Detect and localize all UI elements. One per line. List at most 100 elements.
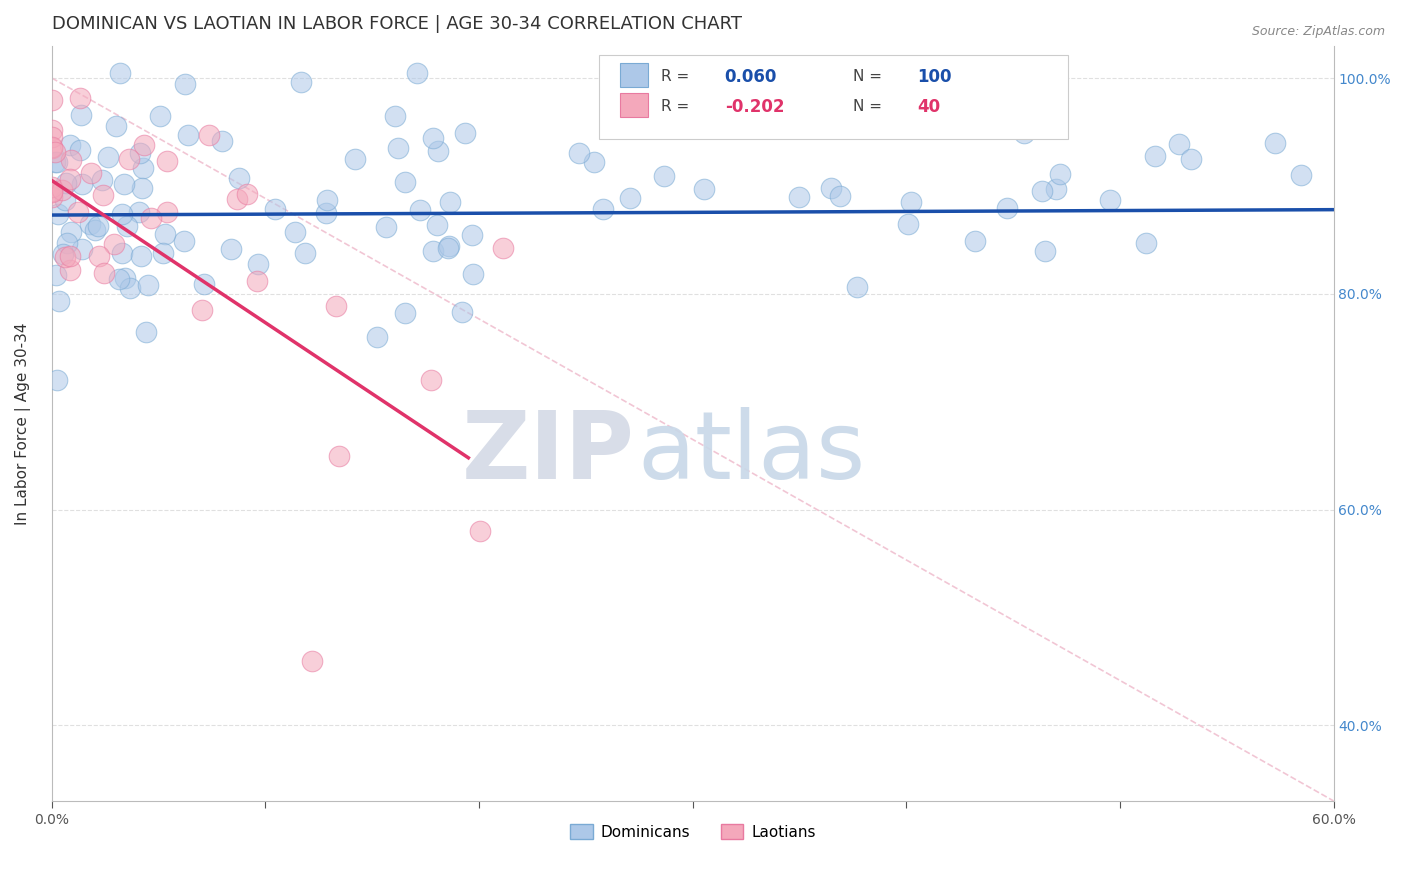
Point bbox=[315, 206, 337, 220]
Point bbox=[219, 243, 242, 257]
Text: 100: 100 bbox=[917, 68, 952, 86]
Point bbox=[315, 194, 337, 208]
Text: 40: 40 bbox=[917, 98, 941, 116]
Point bbox=[176, 128, 198, 143]
Point bbox=[103, 237, 125, 252]
Point bbox=[79, 217, 101, 231]
Point bbox=[787, 190, 810, 204]
Text: 0.060: 0.060 bbox=[724, 68, 778, 86]
Point bbox=[328, 449, 350, 463]
Point bbox=[387, 141, 409, 155]
Point bbox=[128, 146, 150, 161]
Point bbox=[235, 186, 257, 201]
Point bbox=[52, 247, 75, 261]
Point bbox=[59, 153, 82, 167]
Point bbox=[1033, 244, 1056, 258]
Point bbox=[58, 172, 80, 186]
Point bbox=[153, 227, 176, 242]
Point bbox=[420, 373, 443, 387]
Point bbox=[41, 184, 63, 198]
Point bbox=[1180, 152, 1202, 166]
Point bbox=[41, 140, 63, 154]
Point bbox=[115, 219, 138, 234]
Point bbox=[422, 244, 444, 258]
Point bbox=[136, 277, 159, 292]
Point bbox=[344, 152, 367, 166]
Text: N =: N = bbox=[853, 70, 887, 84]
Point bbox=[1031, 185, 1053, 199]
Point bbox=[149, 110, 172, 124]
Point bbox=[263, 202, 285, 217]
Text: N =: N = bbox=[853, 99, 887, 114]
Point bbox=[70, 177, 93, 191]
Point bbox=[128, 205, 150, 219]
Point bbox=[41, 190, 63, 204]
Point bbox=[468, 524, 491, 538]
Point bbox=[652, 169, 675, 183]
Point bbox=[394, 306, 416, 320]
Point bbox=[129, 249, 152, 263]
Point bbox=[156, 153, 179, 168]
Point bbox=[152, 245, 174, 260]
Point bbox=[454, 126, 477, 140]
Bar bbox=[620, 94, 648, 118]
Point bbox=[53, 250, 76, 264]
Point bbox=[437, 238, 460, 252]
Point bbox=[59, 225, 82, 239]
Point bbox=[44, 154, 66, 169]
Point bbox=[55, 176, 77, 190]
Point bbox=[284, 225, 307, 239]
Point bbox=[845, 280, 868, 294]
Point bbox=[55, 236, 77, 251]
Point bbox=[1012, 126, 1035, 140]
Point bbox=[156, 205, 179, 219]
Point bbox=[112, 178, 135, 192]
Point bbox=[1168, 137, 1191, 152]
Point bbox=[897, 217, 920, 231]
Point bbox=[619, 191, 641, 205]
Point bbox=[900, 194, 922, 209]
Point bbox=[70, 242, 93, 256]
Point bbox=[118, 153, 141, 167]
Point bbox=[41, 179, 63, 194]
Point bbox=[59, 249, 82, 263]
Point bbox=[1099, 193, 1122, 207]
Point bbox=[1289, 168, 1312, 182]
Point bbox=[830, 188, 852, 202]
Point bbox=[69, 143, 91, 157]
Point bbox=[46, 373, 69, 387]
Point bbox=[463, 267, 485, 281]
Point bbox=[228, 170, 250, 185]
Point bbox=[211, 135, 233, 149]
Point bbox=[568, 145, 591, 160]
Point bbox=[91, 187, 114, 202]
Point bbox=[436, 240, 458, 254]
Point bbox=[301, 654, 323, 668]
Point bbox=[105, 119, 128, 133]
Point bbox=[132, 161, 155, 175]
Point bbox=[110, 65, 132, 79]
Point bbox=[44, 145, 66, 159]
Point bbox=[193, 277, 215, 291]
Point bbox=[173, 234, 195, 248]
Text: -0.202: -0.202 bbox=[724, 98, 785, 116]
Point bbox=[492, 241, 515, 255]
Point bbox=[93, 266, 115, 280]
FancyBboxPatch shape bbox=[599, 54, 1069, 138]
Point bbox=[48, 293, 70, 308]
Point bbox=[406, 65, 429, 79]
Point bbox=[91, 173, 114, 187]
Point bbox=[111, 245, 134, 260]
Point bbox=[41, 93, 63, 107]
Y-axis label: In Labor Force | Age 30-34: In Labor Force | Age 30-34 bbox=[15, 322, 31, 524]
Point bbox=[41, 185, 63, 199]
Point bbox=[294, 246, 316, 260]
Point bbox=[583, 154, 606, 169]
Point bbox=[1135, 236, 1157, 251]
Point bbox=[173, 77, 195, 91]
Point bbox=[67, 205, 90, 219]
Point bbox=[51, 183, 73, 197]
Point bbox=[114, 270, 136, 285]
Point bbox=[384, 109, 406, 123]
Text: ZIP: ZIP bbox=[463, 408, 636, 500]
